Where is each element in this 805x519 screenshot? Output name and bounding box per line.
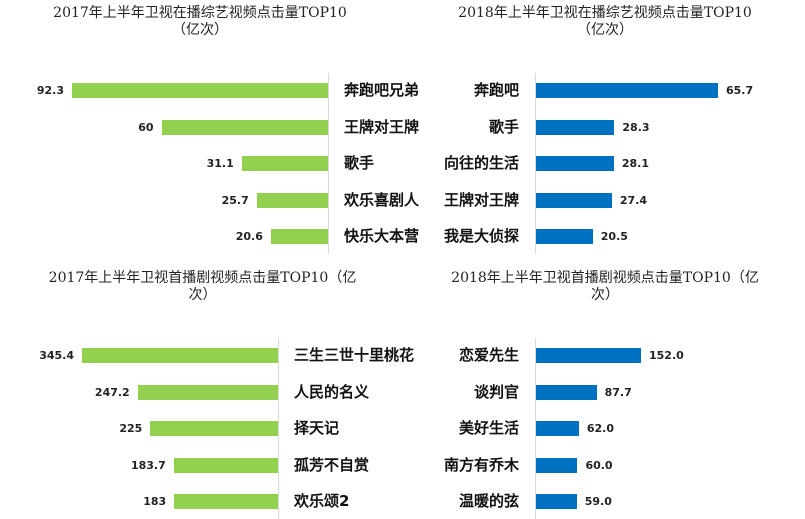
category-label: 王牌对王牌	[344, 117, 420, 136]
bar	[173, 457, 278, 473]
bar	[150, 421, 278, 436]
data-label: 225	[119, 422, 143, 435]
data-label: 92.3	[36, 84, 64, 97]
category-label: 歌手	[344, 154, 375, 172]
category-label: 歌手	[488, 117, 519, 136]
category-label: 快乐大本营	[344, 227, 420, 245]
data-label: 62.0	[586, 422, 614, 435]
category-label: 向往的生活	[443, 154, 519, 172]
chart-title-line: （亿次）	[577, 22, 633, 38]
bar	[137, 384, 278, 400]
bar	[256, 192, 328, 208]
category-label: 美好生活	[458, 419, 519, 437]
chart-title-line: 2018年上半年卫视在播综艺视频点击量TOP10	[458, 5, 752, 21]
chart-title: 2018年上半年卫视在播综艺视频点击量TOP10 （亿次）	[405, 5, 805, 39]
chart-title-line: 次）	[188, 287, 217, 303]
category-label: 恋爱先生	[458, 346, 519, 364]
category-label: 王牌对王牌	[443, 190, 519, 209]
bar	[536, 494, 577, 509]
data-label: 152.0	[649, 349, 684, 362]
data-label: 60	[138, 120, 154, 134]
category-label: 奔跑吧兄弟	[344, 81, 420, 99]
bar	[536, 83, 718, 98]
bar	[536, 348, 641, 363]
data-label: 31.1	[206, 157, 234, 170]
bar	[536, 384, 597, 400]
chart-title-line: 2018年上半年卫视首播剧视频点击量TOP10（亿	[451, 270, 759, 286]
category-label: 择天记	[294, 419, 340, 437]
data-label: 28.1	[621, 157, 649, 170]
bar	[536, 421, 579, 436]
axis-line	[535, 338, 536, 519]
bar	[174, 494, 278, 509]
bar	[161, 119, 328, 135]
data-label: 183.7	[130, 458, 166, 472]
category-label: 欢乐颂2	[294, 492, 350, 510]
bar	[82, 348, 278, 363]
data-label: 87.7	[604, 385, 632, 399]
data-label: 28.3	[622, 120, 650, 134]
category-label: 欢乐喜剧人	[344, 190, 420, 209]
data-label: 60.0	[585, 458, 613, 472]
chart-title-line: 次）	[591, 287, 619, 303]
data-label: 20.6	[235, 230, 263, 243]
data-label: 27.4	[619, 193, 648, 207]
data-label: 65.7	[726, 84, 754, 97]
bar	[536, 156, 614, 171]
chart-title-line: 2017年上半年卫视在播综艺视频点击量TOP10	[53, 5, 347, 21]
data-label: 20.5	[600, 230, 628, 243]
bar	[536, 192, 612, 208]
bar	[270, 229, 328, 244]
bar	[536, 229, 593, 244]
category-label: 南方有乔木	[443, 455, 519, 474]
chart-title: 2017年上半年卫视首播剧视频点击量TOP10（亿 次）	[0, 270, 405, 304]
bar	[72, 83, 328, 98]
bar	[536, 457, 578, 473]
bar	[536, 119, 615, 135]
data-label: 59.0	[584, 495, 612, 508]
axis-line	[328, 73, 329, 254]
axis-line	[535, 73, 536, 254]
axis-line	[278, 338, 279, 519]
data-label: 183	[143, 495, 167, 508]
data-label: 25.7	[221, 193, 249, 207]
chart-title: 2017年上半年卫视在播综艺视频点击量TOP10 （亿次）	[0, 5, 400, 39]
category-label: 三生三世十里桃花	[294, 346, 415, 364]
chart-title-line: 2017年上半年卫视首播剧视频点击量TOP10（亿	[48, 270, 357, 286]
category-label: 孤芳不自赏	[294, 455, 370, 474]
category-label: 我是大侦探	[443, 227, 519, 245]
chart-title: 2018年上半年卫视首播剧视频点击量TOP10（亿 次）	[405, 270, 805, 304]
data-label: 345.4	[39, 349, 74, 362]
data-label: 247.2	[94, 385, 130, 399]
bar	[241, 156, 328, 171]
chart-title-line: （亿次）	[172, 22, 228, 38]
category-label: 奔跑吧	[473, 81, 519, 99]
category-label: 谈判官	[473, 382, 519, 401]
category-label: 人民的名义	[294, 382, 370, 401]
category-label: 温暖的弦	[458, 492, 519, 510]
